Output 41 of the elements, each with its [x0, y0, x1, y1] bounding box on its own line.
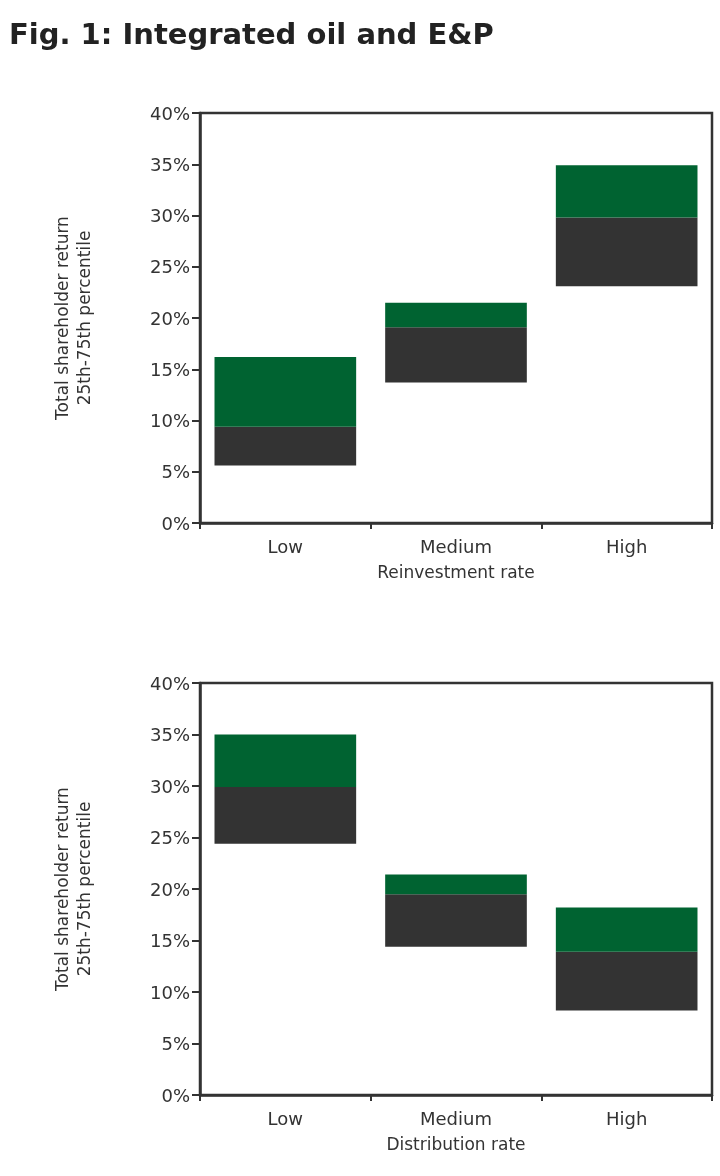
y-tick-label: 0%: [161, 1084, 190, 1106]
y-tick-label: 15%: [149, 930, 190, 951]
y-tick-label: 20%: [149, 307, 190, 329]
bar: [214, 356, 357, 427]
bar: [385, 874, 527, 895]
bar: [555, 165, 698, 218]
bar: [555, 217, 698, 287]
bar: [385, 302, 527, 328]
y-tick-label: 35%: [149, 153, 190, 175]
y-tick-label: 40%: [149, 672, 190, 694]
y-tick-label: 5%: [161, 461, 190, 483]
bar: [555, 951, 698, 1011]
bar: [214, 787, 357, 844]
x-tick-label: Medium: [420, 535, 492, 557]
y-tick-label: 30%: [149, 775, 190, 797]
y-tick-label: 10%: [149, 981, 190, 1003]
x-tick-label: High: [605, 535, 648, 557]
y-tick-label: 15%: [149, 358, 190, 380]
x-tick-label: Low: [267, 535, 304, 557]
x-axis-title: Reinvestment rate: [377, 561, 535, 582]
y-tick-label: 20%: [149, 878, 190, 900]
x-tick-label: High: [605, 1107, 648, 1129]
y-axis-title: Total shareholder return 25th-75th percentile: [52, 216, 94, 421]
x-tick-label: Medium: [420, 1107, 492, 1129]
chart-title: Fig. 1: Integrated oil and E&P: [9, 16, 494, 51]
y-axis-title: Total shareholder return 25th-75th percentile: [52, 787, 94, 992]
y-tick-label: 25%: [149, 827, 190, 848]
bar: [385, 894, 527, 947]
y-tick-label: 0%: [161, 512, 190, 534]
y-tick-label: 10%: [149, 410, 190, 431]
y-tick-label: 25%: [149, 256, 190, 278]
bar: [214, 426, 357, 466]
y-tick-label: 5%: [161, 1033, 190, 1054]
bar: [214, 734, 357, 788]
x-axis-title: Distribution rate: [386, 1133, 526, 1154]
bar: [385, 327, 527, 383]
y-tick-label: 40%: [149, 102, 190, 124]
x-tick-label: Low: [267, 1107, 304, 1129]
y-tick-label: 35%: [149, 724, 190, 745]
y-tick-label: 30%: [149, 205, 190, 226]
bar: [555, 907, 698, 952]
